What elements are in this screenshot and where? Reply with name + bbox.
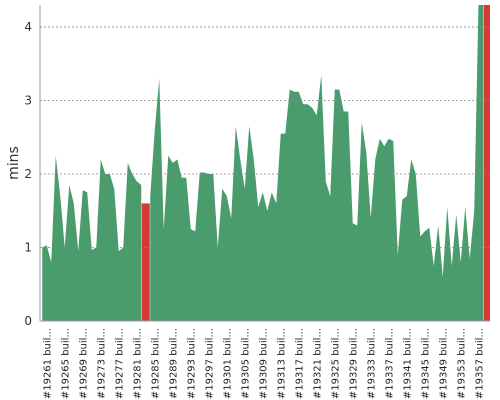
x-tick-label: #19333 buil... <box>366 328 377 399</box>
x-tick-label: #19337 buil... <box>384 328 395 399</box>
y-tick-label: 2 <box>24 167 32 181</box>
x-tick-label: #19345 buil... <box>420 328 431 399</box>
x-tick-label: #19329 buil... <box>348 328 359 399</box>
x-tick-label: #19269 buil... <box>78 328 89 399</box>
x-tick-label: #19353 buil... <box>456 328 467 399</box>
y-tick-label: 4 <box>24 20 32 34</box>
x-tick-label: #19285 buil... <box>150 328 161 399</box>
area-segment <box>483 5 490 321</box>
x-tick-label: #19305 buil... <box>240 328 251 399</box>
plot-area <box>42 5 490 321</box>
x-tick-label: #19317 buil... <box>294 328 305 399</box>
y-tick-label: 1 <box>24 241 32 255</box>
x-tick-label: #19357 buil... <box>474 328 485 399</box>
y-axis-label: mins <box>6 146 22 180</box>
x-tick-label: #19349 buil... <box>438 328 449 399</box>
x-tick-label: #19301 buil... <box>222 328 233 399</box>
x-tick-label: #19341 buil... <box>402 328 413 399</box>
x-tick-label: #19289 buil... <box>168 328 179 399</box>
x-tick-label: #19321 buil... <box>312 328 323 399</box>
x-tick-label: #19325 buil... <box>330 328 341 399</box>
x-tick-label: #19273 buil... <box>96 328 107 399</box>
x-tick-label: #19277 buil... <box>114 328 125 399</box>
x-tick-label: #19313 buil... <box>276 328 287 399</box>
area <box>42 155 142 321</box>
y-tick-label: 3 <box>24 94 32 108</box>
x-tick-label: #19281 buil... <box>132 328 143 399</box>
area <box>150 5 484 321</box>
x-tick-label: #19309 buil... <box>258 328 269 399</box>
x-tick-label: #19297 buil... <box>204 328 215 399</box>
x-tick-label: #19265 buil... <box>60 328 71 399</box>
x-tick-label: #19293 buil... <box>186 328 197 399</box>
x-tick-label: #19261 buil... <box>42 328 53 399</box>
y-tick-label: 0 <box>24 314 32 328</box>
area-segment <box>141 203 150 321</box>
